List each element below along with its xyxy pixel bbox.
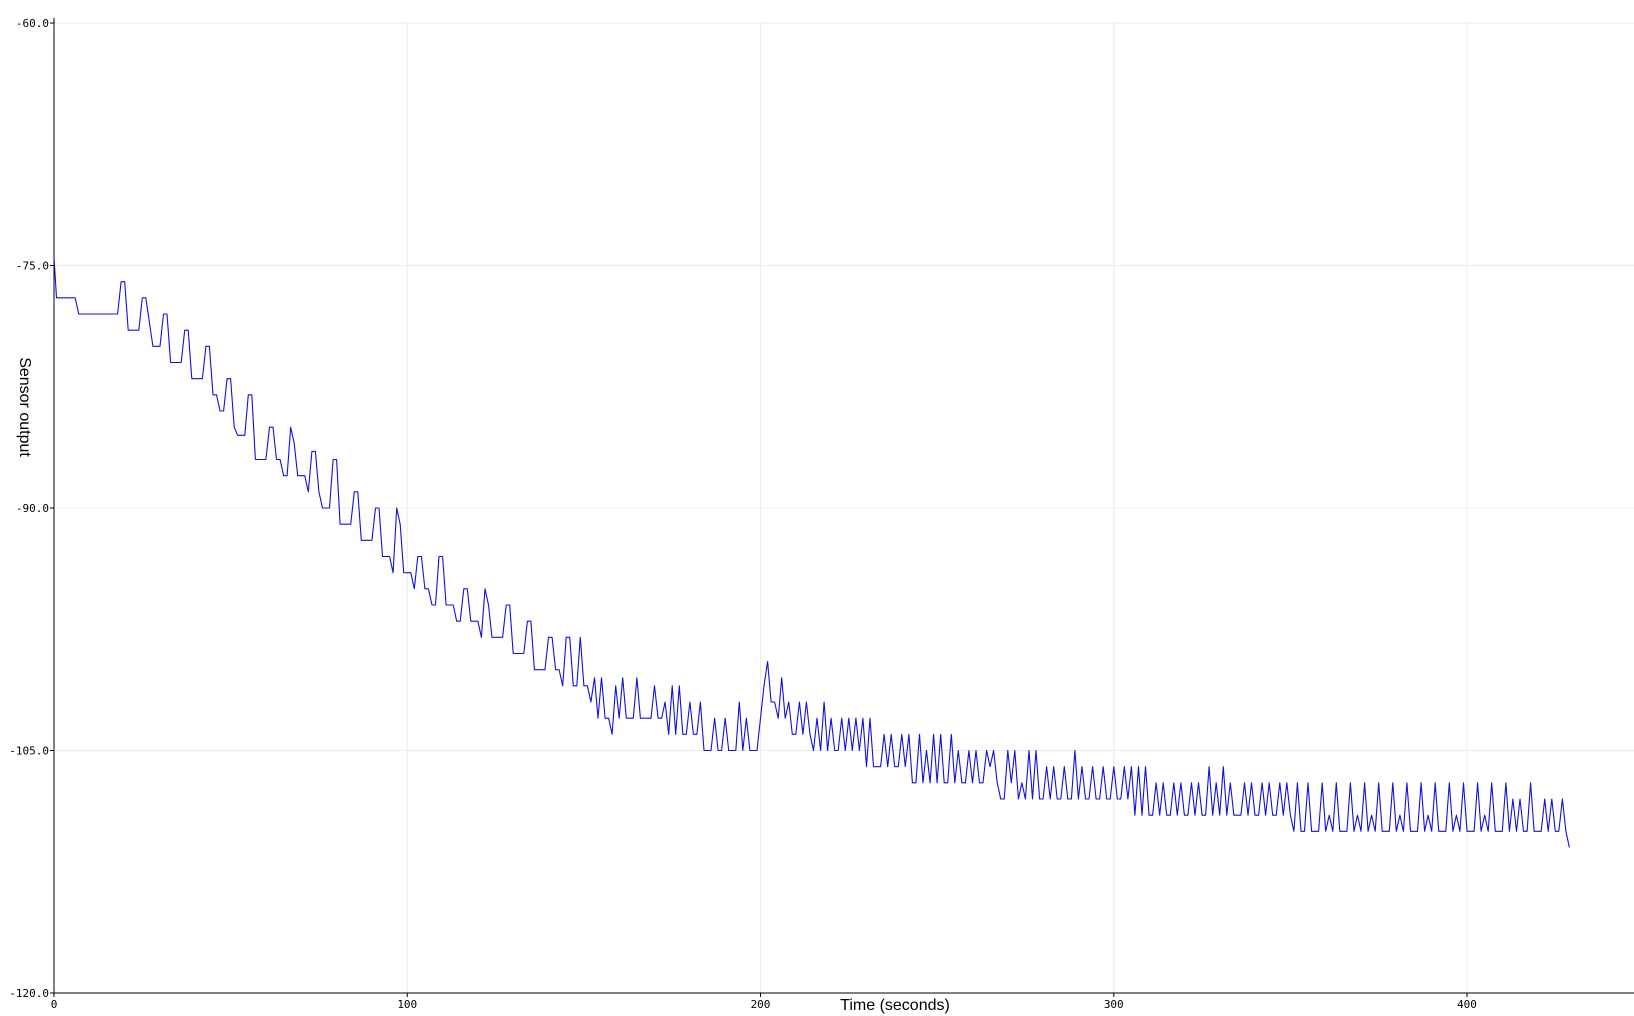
series-line (53, 257, 1570, 848)
grid-lines (54, 22, 1634, 994)
x-axis-title: Time (seconds) (840, 997, 950, 1014)
y-tick-label: -75.0 (16, 260, 49, 273)
x-tick-label: 0 (51, 998, 58, 1011)
y-axis-ticks: -60.0 -75.0 -90.0 -105.0 -120.0 (9, 17, 54, 1000)
y-tick-label: -60.0 (16, 17, 49, 30)
x-tick-label: 400 (1457, 998, 1477, 1011)
x-axis-ticks: 0 100 200 300 400 (51, 993, 1477, 1011)
y-axis-title: Sensor output (16, 357, 33, 457)
y-tick-label: -120.0 (9, 987, 49, 1000)
x-tick-label: 200 (751, 998, 771, 1011)
y-tick-label: -90.0 (16, 502, 49, 515)
y-tick-label: -105.0 (9, 745, 49, 758)
x-tick-label: 100 (397, 998, 417, 1011)
x-tick-label: 300 (1104, 998, 1124, 1011)
